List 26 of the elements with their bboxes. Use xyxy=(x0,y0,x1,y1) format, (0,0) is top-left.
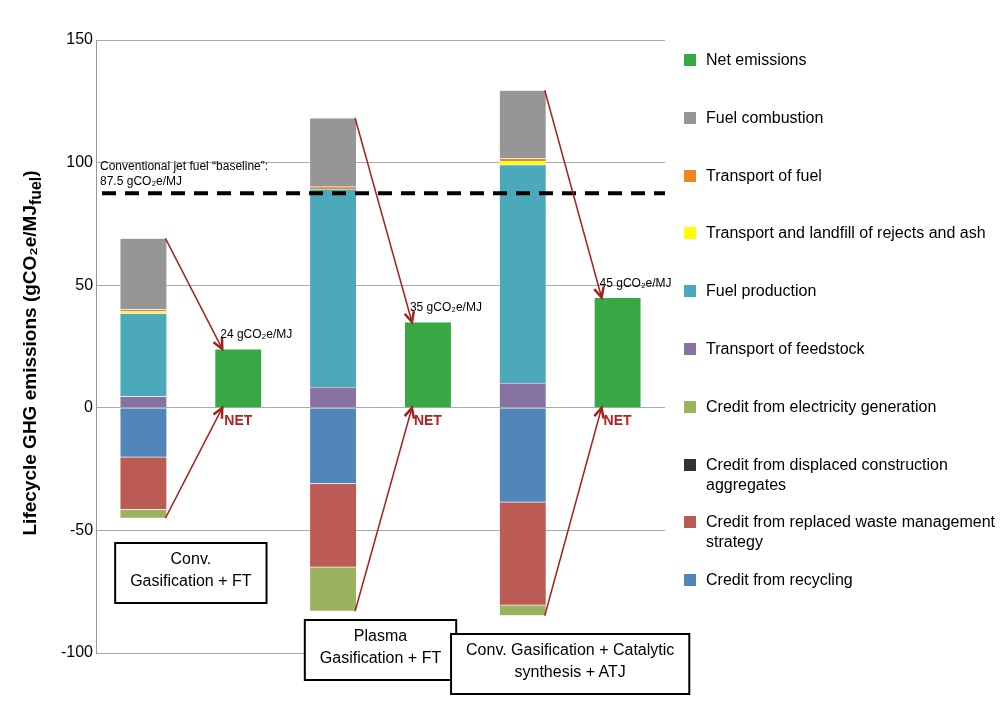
y-tick-label: 50 xyxy=(75,275,94,293)
y-tick-label: -100 xyxy=(60,643,94,661)
legend-label: Credit from displaced construction aggregates xyxy=(706,454,949,495)
legend-label: Fuel combustion xyxy=(706,107,824,128)
ref-line-label: Conventional jet fuel “baseline”: 87.5 gCO₂e/MJ xyxy=(100,159,269,189)
data-label: 45 gCO₂e/MJ xyxy=(599,275,672,290)
annotation: NET xyxy=(413,411,443,428)
legend-label: Credit from electricity generation xyxy=(706,396,937,417)
y-tick-label: 0 xyxy=(84,398,94,416)
legend-label: Net emissions xyxy=(706,50,807,70)
y-tick-label: -50 xyxy=(69,520,94,538)
y-tick-label: 150 xyxy=(66,30,94,48)
legend-label: Credit from replaced waste management strategy xyxy=(706,512,997,553)
legend-label: Transport and landfill of rejects and ash xyxy=(706,223,986,244)
x-tick-label: Plasma Gasification + FT xyxy=(319,627,442,667)
annotation: NET xyxy=(603,411,633,428)
x-tick-label: Conv. Gasification + Catalytic synthesis + ATJ xyxy=(466,641,675,681)
legend-label: Transport of feedstock xyxy=(706,339,865,359)
y-tick-label: 100 xyxy=(66,153,94,171)
legend-label: Fuel production xyxy=(706,281,817,302)
data-label: 35 gCO₂e/MJ xyxy=(409,300,482,315)
x-tick-label: Conv. Gasification + FT xyxy=(130,550,252,590)
annotation: NET xyxy=(224,411,253,428)
legend-label: Transport of fuel xyxy=(706,165,822,186)
data-label: 24 gCO₂e/MJ xyxy=(220,327,293,342)
legend-label: Credit from recycling xyxy=(706,570,853,591)
